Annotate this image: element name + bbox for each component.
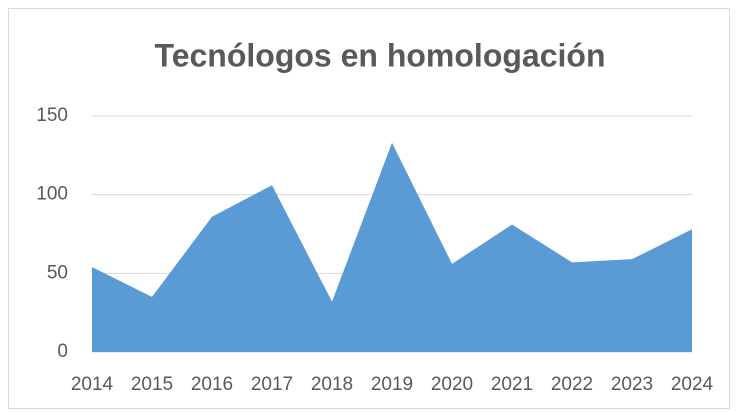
x-tick-label: 2023 [611,374,653,395]
chart-title: Tecnólogos en homologación [155,37,606,73]
y-tick-label: 0 [57,341,68,362]
x-tick-label: 2022 [551,374,593,395]
y-tick-label: 50 [47,262,68,283]
x-tick-label: 2014 [71,374,114,395]
x-tick-label: 2015 [131,374,173,395]
area [92,142,692,352]
x-tick-label: 2018 [311,374,353,395]
x-tick-label: 2019 [371,374,413,395]
x-tick-label: 2021 [491,374,533,395]
x-tick-label: 2020 [431,374,473,395]
x-tick-label: 2024 [671,374,714,395]
y-tick-label: 100 [36,184,68,205]
x-tick-label: 2017 [251,374,293,395]
y-tick-label: 150 [36,105,68,126]
x-tick-label: 2016 [191,374,233,395]
